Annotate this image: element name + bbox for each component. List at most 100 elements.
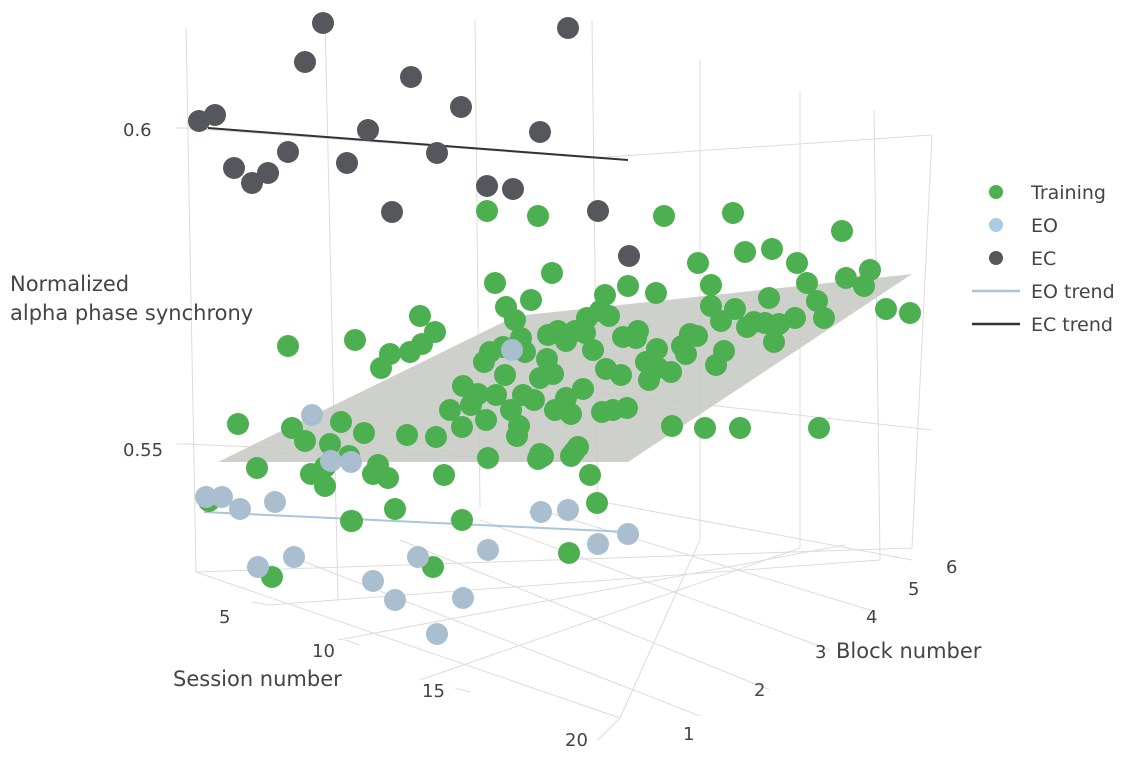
legend-label-eo-trend: EO trend xyxy=(1031,281,1115,303)
training-point xyxy=(572,378,594,400)
training-point xyxy=(806,290,828,312)
training-point xyxy=(541,262,563,284)
y-tick-3: 3 xyxy=(815,642,826,663)
y-tick-1: 1 xyxy=(683,724,694,745)
training-point xyxy=(610,364,632,386)
eo-point xyxy=(501,339,523,361)
ec-trend-line xyxy=(207,127,629,161)
training-point xyxy=(294,430,316,452)
training-point xyxy=(758,287,780,309)
eo-point xyxy=(247,556,269,578)
eo-point xyxy=(557,499,579,521)
training-point xyxy=(529,443,551,465)
training-point xyxy=(710,310,732,332)
training-point xyxy=(409,305,431,327)
training-point xyxy=(616,397,638,419)
training-point xyxy=(537,324,559,346)
eo-point xyxy=(301,404,323,426)
training-point xyxy=(527,205,549,227)
z-tick-0-55: 0.55 xyxy=(123,440,163,461)
eo-point xyxy=(587,533,609,555)
wall-vertical-grid-line xyxy=(911,134,933,549)
eo-point xyxy=(283,546,305,568)
floor-grid-line xyxy=(479,519,831,651)
ec-point xyxy=(587,200,609,222)
x-tick-10: 10 xyxy=(312,641,335,662)
training-point xyxy=(645,282,667,304)
training-point xyxy=(567,436,589,458)
training-point xyxy=(396,424,418,446)
training-point xyxy=(544,399,566,421)
training-point xyxy=(743,311,765,333)
training-point xyxy=(558,542,580,564)
z-grid-line-right-0-6 xyxy=(591,134,933,159)
floor-grid-line xyxy=(619,539,701,719)
legend-label-ec-trend: EC trend xyxy=(1031,314,1113,336)
x-axis-title: Session number xyxy=(173,667,342,691)
training-point xyxy=(460,394,482,416)
training-point xyxy=(425,426,447,448)
x-tick-mark xyxy=(344,639,361,646)
ec-point xyxy=(502,178,524,200)
floor-grid-line xyxy=(591,499,913,561)
training-point xyxy=(808,417,830,439)
training-point xyxy=(277,335,299,357)
training-point xyxy=(763,331,785,353)
floor-grid-line xyxy=(195,571,621,719)
ec-point xyxy=(204,104,226,126)
x-tick-5: 5 xyxy=(219,607,230,628)
training-point xyxy=(627,320,649,342)
training-point xyxy=(473,351,495,373)
training-point xyxy=(831,220,853,242)
training-point xyxy=(494,364,516,386)
training-point xyxy=(523,389,545,411)
training-point xyxy=(591,401,613,423)
training-point xyxy=(344,329,366,351)
training-point xyxy=(319,433,341,455)
eo-point xyxy=(407,546,429,568)
wall-vertical-grid-line xyxy=(324,17,339,601)
floor-grid-line xyxy=(195,547,913,573)
training-point xyxy=(439,399,461,421)
training-point xyxy=(451,509,473,531)
training-point xyxy=(734,241,756,263)
eo-point xyxy=(211,486,233,508)
y-tick-2: 2 xyxy=(754,680,765,701)
training-point xyxy=(617,275,639,297)
training-point xyxy=(504,309,526,331)
eo-point xyxy=(477,539,499,561)
training-point xyxy=(411,333,433,355)
ec-point xyxy=(312,12,334,34)
eo-point xyxy=(362,570,384,592)
training-point xyxy=(835,267,857,289)
training-point xyxy=(598,305,620,327)
training-point xyxy=(529,367,551,389)
training-point xyxy=(433,464,455,486)
legend-marker-eo xyxy=(989,218,1003,232)
training-point xyxy=(576,307,598,329)
y-axis-title: Block number xyxy=(836,639,982,663)
training-point xyxy=(713,340,735,362)
training-point xyxy=(813,307,835,329)
training-point xyxy=(246,457,268,479)
ec-point xyxy=(336,152,358,174)
training-point xyxy=(653,205,675,227)
training-point xyxy=(899,302,921,324)
training-point xyxy=(384,498,406,520)
training-point xyxy=(579,464,601,486)
legend-marker-ec xyxy=(989,251,1003,265)
floor-grid-line xyxy=(539,509,871,611)
training-point xyxy=(227,413,249,435)
training-point xyxy=(508,415,530,437)
training-point xyxy=(314,475,336,497)
training-point xyxy=(555,330,577,352)
training-point xyxy=(353,422,375,444)
training-point xyxy=(687,252,709,274)
eo-point xyxy=(452,587,474,609)
training-point xyxy=(722,202,744,224)
training-point xyxy=(761,238,783,260)
training-point xyxy=(646,338,668,360)
legend-label-ec: EC xyxy=(1031,248,1056,270)
floor-grid-line xyxy=(267,559,881,606)
